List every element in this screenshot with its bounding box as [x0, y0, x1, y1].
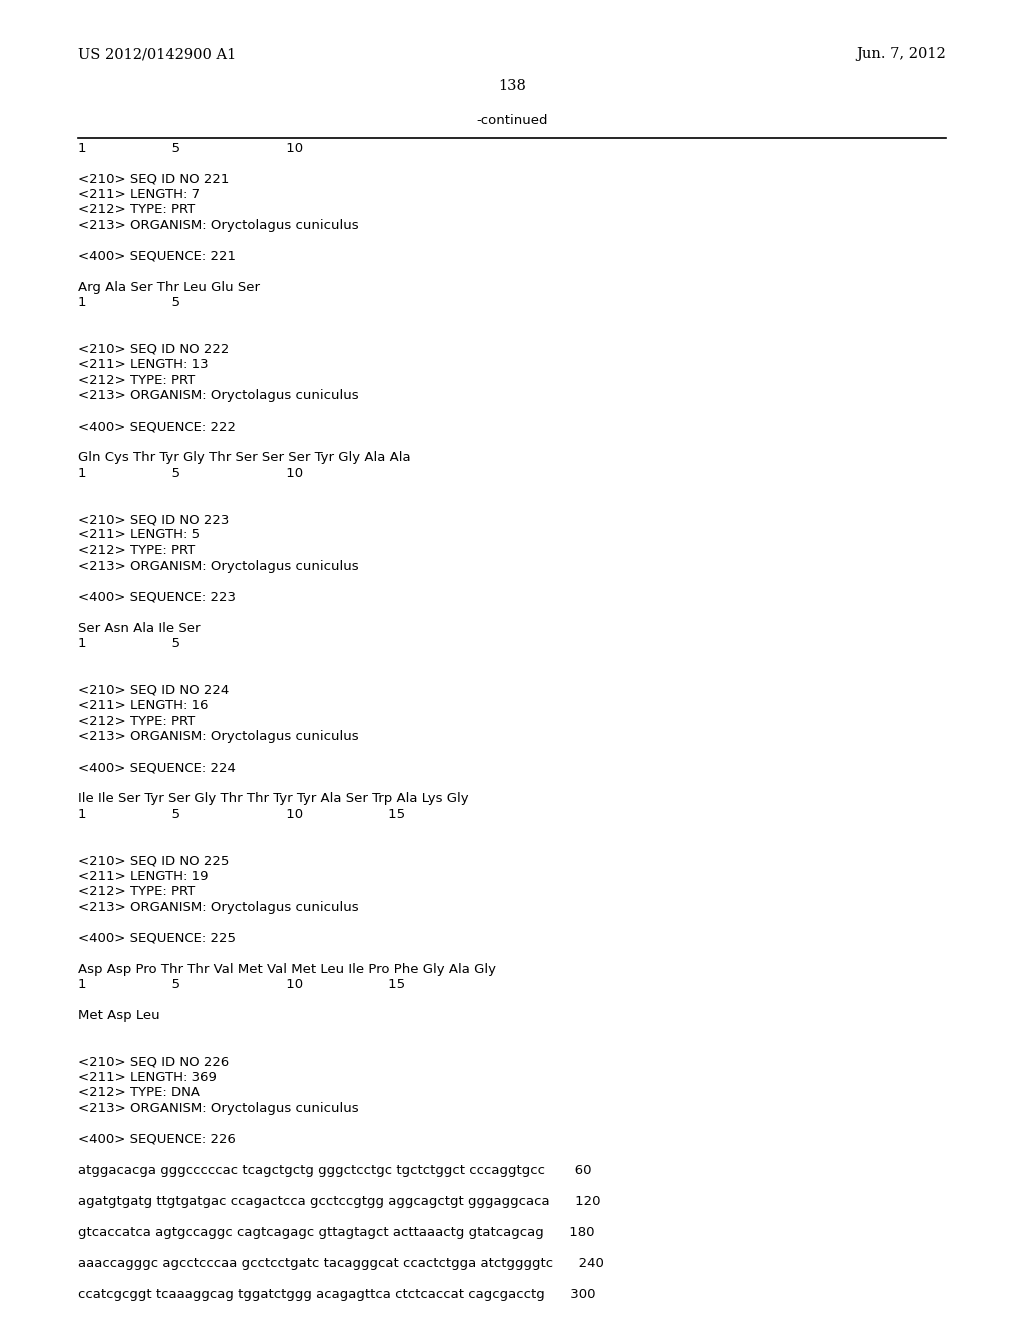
Text: <213> ORGANISM: Oryctolagus cuniculus: <213> ORGANISM: Oryctolagus cuniculus: [78, 1102, 358, 1115]
Text: <213> ORGANISM: Oryctolagus cuniculus: <213> ORGANISM: Oryctolagus cuniculus: [78, 900, 358, 913]
Text: atggacacga gggcccccac tcagctgctg gggctcctgc tgctctggct cccaggtgcc       60: atggacacga gggcccccac tcagctgctg gggctcc…: [78, 1164, 592, 1177]
Text: Gln Cys Thr Tyr Gly Thr Ser Ser Ser Tyr Gly Ala Ala: Gln Cys Thr Tyr Gly Thr Ser Ser Ser Tyr …: [78, 451, 411, 465]
Text: <400> SEQUENCE: 226: <400> SEQUENCE: 226: [78, 1133, 236, 1146]
Text: <211> LENGTH: 5: <211> LENGTH: 5: [78, 528, 200, 541]
Text: Jun. 7, 2012: Jun. 7, 2012: [856, 48, 946, 61]
Text: <213> ORGANISM: Oryctolagus cuniculus: <213> ORGANISM: Oryctolagus cuniculus: [78, 730, 358, 743]
Text: -continued: -continued: [476, 114, 548, 127]
Text: <213> ORGANISM: Oryctolagus cuniculus: <213> ORGANISM: Oryctolagus cuniculus: [78, 560, 358, 573]
Text: <210> SEQ ID NO 224: <210> SEQ ID NO 224: [78, 684, 229, 697]
Text: <211> LENGTH: 16: <211> LENGTH: 16: [78, 700, 209, 711]
Text: 1                    5                         10                    15: 1 5 10 15: [78, 808, 406, 821]
Text: <400> SEQUENCE: 222: <400> SEQUENCE: 222: [78, 420, 236, 433]
Text: 1                    5                         10                    15: 1 5 10 15: [78, 978, 406, 991]
Text: gtcaccatca agtgccaggc cagtcagagc gttagtagct acttaaactg gtatcagcag      180: gtcaccatca agtgccaggc cagtcagagc gttagta…: [78, 1226, 595, 1239]
Text: 138: 138: [498, 79, 526, 92]
Text: <211> LENGTH: 19: <211> LENGTH: 19: [78, 870, 209, 883]
Text: <213> ORGANISM: Oryctolagus cuniculus: <213> ORGANISM: Oryctolagus cuniculus: [78, 389, 358, 403]
Text: 1                    5: 1 5: [78, 296, 180, 309]
Text: <212> TYPE: PRT: <212> TYPE: PRT: [78, 884, 196, 898]
Text: Asp Asp Pro Thr Thr Val Met Val Met Leu Ile Pro Phe Gly Ala Gly: Asp Asp Pro Thr Thr Val Met Val Met Leu …: [78, 962, 496, 975]
Text: 1                    5                         10: 1 5 10: [78, 143, 303, 154]
Text: <211> LENGTH: 369: <211> LENGTH: 369: [78, 1071, 217, 1084]
Text: <400> SEQUENCE: 223: <400> SEQUENCE: 223: [78, 590, 236, 603]
Text: <210> SEQ ID NO 221: <210> SEQ ID NO 221: [78, 172, 229, 185]
Text: ccatcgcggt tcaaaggcag tggatctggg acagagttca ctctcaccat cagcgacctg      300: ccatcgcggt tcaaaggcag tggatctggg acagagt…: [78, 1288, 596, 1302]
Text: <212> TYPE: DNA: <212> TYPE: DNA: [78, 1086, 200, 1100]
Text: <213> ORGANISM: Oryctolagus cuniculus: <213> ORGANISM: Oryctolagus cuniculus: [78, 219, 358, 231]
Text: 1                    5                         10: 1 5 10: [78, 466, 303, 479]
Text: 1                    5: 1 5: [78, 638, 180, 649]
Text: <212> TYPE: PRT: <212> TYPE: PRT: [78, 203, 196, 216]
Text: agatgtgatg ttgtgatgac ccagactcca gcctccgtgg aggcagctgt gggaggcaca      120: agatgtgatg ttgtgatgac ccagactcca gcctccg…: [78, 1195, 600, 1208]
Text: <210> SEQ ID NO 222: <210> SEQ ID NO 222: [78, 342, 229, 355]
Text: <212> TYPE: PRT: <212> TYPE: PRT: [78, 544, 196, 557]
Text: <211> LENGTH: 7: <211> LENGTH: 7: [78, 187, 200, 201]
Text: <210> SEQ ID NO 225: <210> SEQ ID NO 225: [78, 854, 229, 867]
Text: <400> SEQUENCE: 224: <400> SEQUENCE: 224: [78, 762, 236, 774]
Text: <212> TYPE: PRT: <212> TYPE: PRT: [78, 714, 196, 727]
Text: <400> SEQUENCE: 221: <400> SEQUENCE: 221: [78, 249, 236, 263]
Text: Arg Ala Ser Thr Leu Glu Ser: Arg Ala Ser Thr Leu Glu Ser: [78, 281, 260, 293]
Text: <210> SEQ ID NO 223: <210> SEQ ID NO 223: [78, 513, 229, 525]
Text: aaaccagggc agcctcccaa gcctcctgatc tacagggcat ccactctgga atctggggtc      240: aaaccagggc agcctcccaa gcctcctgatc tacagg…: [78, 1257, 604, 1270]
Text: <212> TYPE: PRT: <212> TYPE: PRT: [78, 374, 196, 387]
Text: <400> SEQUENCE: 225: <400> SEQUENCE: 225: [78, 932, 236, 945]
Text: Met Asp Leu: Met Asp Leu: [78, 1008, 160, 1022]
Text: Ile Ile Ser Tyr Ser Gly Thr Thr Tyr Tyr Ala Ser Trp Ala Lys Gly: Ile Ile Ser Tyr Ser Gly Thr Thr Tyr Tyr …: [78, 792, 469, 805]
Text: <210> SEQ ID NO 226: <210> SEQ ID NO 226: [78, 1056, 229, 1068]
Text: US 2012/0142900 A1: US 2012/0142900 A1: [78, 48, 237, 61]
Text: Ser Asn Ala Ile Ser: Ser Asn Ala Ile Ser: [78, 622, 201, 635]
Text: <211> LENGTH: 13: <211> LENGTH: 13: [78, 358, 209, 371]
